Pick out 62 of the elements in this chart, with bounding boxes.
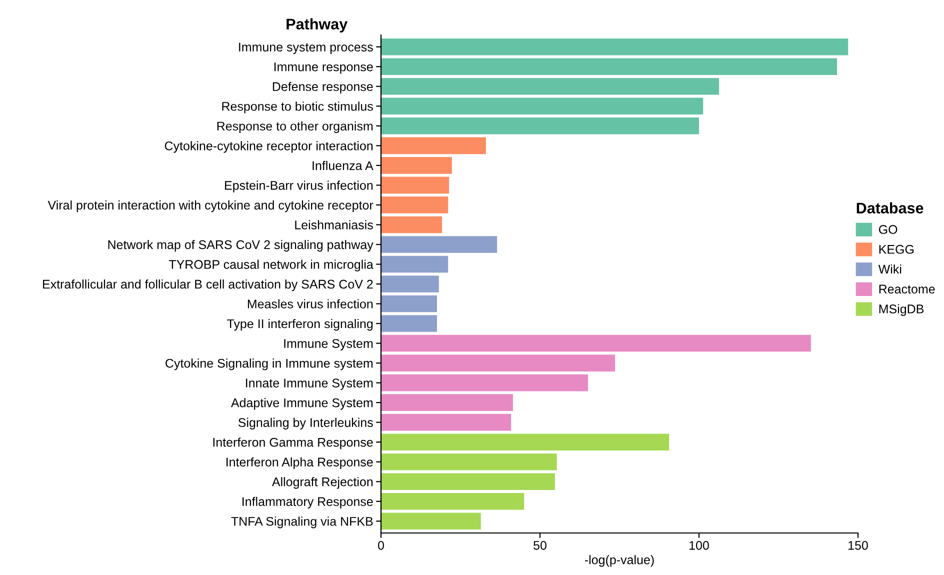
- legend-title: Database: [856, 202, 924, 214]
- y-tick-label: Viral protein interaction with cytokine and cytokine receptor: [48, 200, 374, 212]
- y-tick-label: Network map of SARS CoV 2 signaling pathway: [108, 240, 374, 252]
- bar: [381, 176, 450, 194]
- y-tick-label: Innate Immune System: [246, 378, 373, 390]
- y-tick-label: Measles virus infection: [248, 299, 373, 308]
- bar: [381, 78, 720, 95]
- y-tick-label: Inflammatory Response: [242, 496, 373, 509]
- legend-label: MSigDB: [879, 304, 924, 316]
- y-tick-label: Cytokine Signaling in Immune system: [166, 358, 373, 370]
- bar: [381, 354, 616, 372]
- bar: [381, 196, 448, 214]
- bar: [381, 276, 439, 292]
- legend-label: KEGG: [879, 244, 914, 254]
- y-tick-label: Extrafollicular and follicular B cell activation by SARS CoV 2: [43, 279, 373, 292]
- y-tick-label: Allograft Rejection: [272, 477, 373, 489]
- bar: [381, 256, 448, 273]
- legend-label: GO: [878, 225, 898, 234]
- y-tick-label: Response to other organism: [217, 121, 373, 134]
- legend-label: Wiki: [878, 264, 902, 274]
- y-tick-label: Response to biotic stimulus: [222, 102, 373, 114]
- bar: [381, 157, 452, 174]
- x-tick-label: 150: [848, 540, 868, 550]
- bar: [381, 394, 513, 411]
- bar: [381, 137, 486, 154]
- bar: [381, 434, 670, 450]
- bar: [381, 236, 498, 253]
- y-tick-label: Leishmaniasis: [295, 220, 373, 230]
- bar: [381, 216, 442, 234]
- bar: [381, 98, 704, 115]
- y-tick-label: Epstein-Barr virus infection: [225, 180, 373, 192]
- legend-label: Reactome: [879, 284, 935, 294]
- y-tick-label: Interferon Alpha Response: [226, 457, 373, 469]
- bar: [381, 58, 838, 76]
- y-tick-label: Immune System: [284, 339, 373, 350]
- bar: [381, 295, 437, 312]
- bar: [381, 118, 699, 134]
- bar: [381, 492, 524, 510]
- x-tick-label: 50: [534, 540, 546, 550]
- y-tick-label: Defense response: [272, 82, 373, 94]
- bar: [381, 334, 811, 352]
- x-axis-title: -log(p-value): [584, 555, 654, 567]
- y-tick-label: TYROBP causal network in microglia: [168, 260, 374, 272]
- y-tick-label: Influenza A: [312, 160, 374, 170]
- y-tick-label: TNFA Signaling via NFKB: [231, 516, 373, 528]
- bar: [381, 315, 437, 332]
- y-tick-label: Adaptive Immune System: [230, 398, 373, 410]
- y-tick-label: Immune system process: [239, 42, 373, 54]
- y-tick-label: Immune response: [274, 62, 373, 74]
- y-tick-label: Interferon Gamma Response: [213, 438, 373, 450]
- y-axis-title: Pathway: [286, 18, 348, 33]
- bar: [381, 453, 557, 470]
- y-tick-label: Signaling by Interleukins: [238, 418, 373, 430]
- y-tick-label: Type II interferon signaling: [227, 318, 373, 331]
- bar: [381, 38, 848, 56]
- bar: [381, 414, 512, 431]
- bar: [381, 512, 481, 530]
- x-tick-label: 0: [378, 540, 384, 550]
- bar: [381, 473, 555, 490]
- x-tick-label: 100: [690, 540, 709, 550]
- y-tick-label: Cytokine-cytokine receptor interaction: [164, 141, 373, 153]
- bar: [381, 374, 588, 392]
